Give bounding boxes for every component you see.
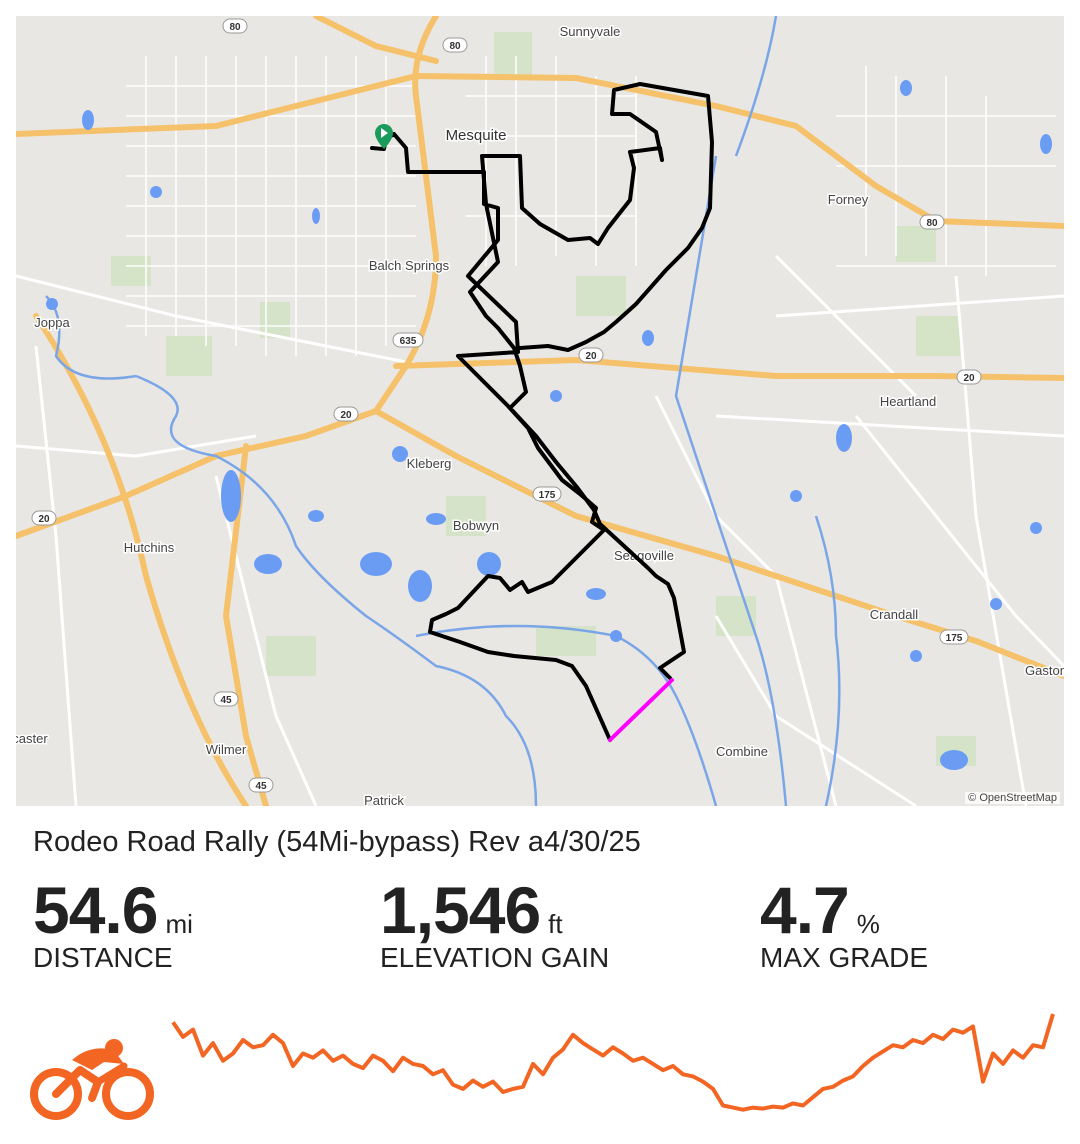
highway-shield: 20 (578, 347, 604, 363)
stat-unit: % (856, 909, 880, 939)
stat-distance: 54.6 mi DISTANCE (33, 872, 193, 974)
route-map[interactable]: Sunnyvale Mesquite Forney Balch Springs … (16, 16, 1064, 806)
place-label: Patrick (364, 793, 404, 806)
svg-text:175: 175 (946, 633, 963, 644)
elevation-profile (171, 1013, 1055, 1112)
stat-elevation-gain: 1,546 ft ELEVATION GAIN (380, 872, 609, 974)
highway-shield: 45 (248, 777, 274, 793)
bypass-segment[interactable] (608, 678, 674, 742)
place-label: Heartland (880, 394, 936, 409)
svg-text:80: 80 (229, 22, 241, 33)
highway-shield: 80 (442, 37, 468, 53)
stat-max-grade: 4.7% MAX GRADE (760, 872, 928, 974)
highway-shield: 80 (919, 214, 945, 230)
cycling-icon (30, 1039, 154, 1120)
place-label: caster (16, 731, 48, 746)
place-label: Bobwyn (453, 518, 499, 533)
svg-text:80: 80 (926, 218, 938, 229)
place-label: Balch Springs (369, 258, 450, 273)
svg-text:45: 45 (220, 695, 232, 706)
place-label: Combine (716, 744, 768, 759)
svg-text:20: 20 (38, 514, 50, 525)
place-label: Mesquite (446, 127, 507, 144)
place-label: Wilmer (206, 742, 247, 757)
place-label: Gaston (1025, 663, 1064, 678)
highway-shield: 175 (532, 486, 562, 502)
elevation-line (171, 1013, 1055, 1112)
highway-shield: 45 (213, 691, 239, 707)
highway-shield: 20 (956, 369, 982, 385)
highway-shield: 175 (939, 629, 969, 645)
route-line[interactable] (370, 82, 714, 742)
highway-shield: 80 (222, 18, 248, 34)
svg-text:20: 20 (585, 351, 597, 362)
svg-text:20: 20 (340, 410, 352, 421)
highway-shield: 20 (31, 510, 57, 526)
stat-value: 4.7 (760, 873, 850, 947)
stat-value: 1,546 (380, 873, 541, 947)
place-label: Seagoville (614, 548, 674, 563)
place-label: Crandall (870, 607, 919, 622)
play-icon (381, 128, 388, 138)
stat-label: ELEVATION GAIN (380, 942, 610, 973)
stat-label: MAX GRADE (760, 942, 929, 973)
place-label: Kleberg (407, 456, 452, 471)
map-attribution[interactable]: © OpenStreetMap (965, 792, 1060, 804)
svg-text:175: 175 (539, 490, 556, 501)
svg-text:45: 45 (255, 781, 267, 792)
start-marker[interactable] (375, 124, 393, 149)
stat-label: DISTANCE (33, 942, 173, 973)
map-canvas: Sunnyvale Mesquite Forney Balch Springs … (16, 16, 1064, 806)
highway-shield: 20 (333, 406, 359, 422)
route-title: Rodeo Road Rally (54Mi-bypass) Rev a4/30… (33, 826, 641, 858)
svg-text:20: 20 (963, 373, 975, 384)
place-label: Joppa (34, 315, 70, 330)
stat-unit: ft (548, 909, 563, 939)
place-label: Forney (828, 192, 869, 207)
stat-unit: mi (165, 909, 193, 939)
highway-shield: 635 (392, 332, 424, 348)
place-label: Hutchins (124, 540, 175, 555)
svg-text:80: 80 (449, 41, 461, 52)
svg-text:635: 635 (400, 336, 417, 347)
place-label: Sunnyvale (560, 24, 621, 39)
stat-value: 54.6 (33, 873, 158, 947)
